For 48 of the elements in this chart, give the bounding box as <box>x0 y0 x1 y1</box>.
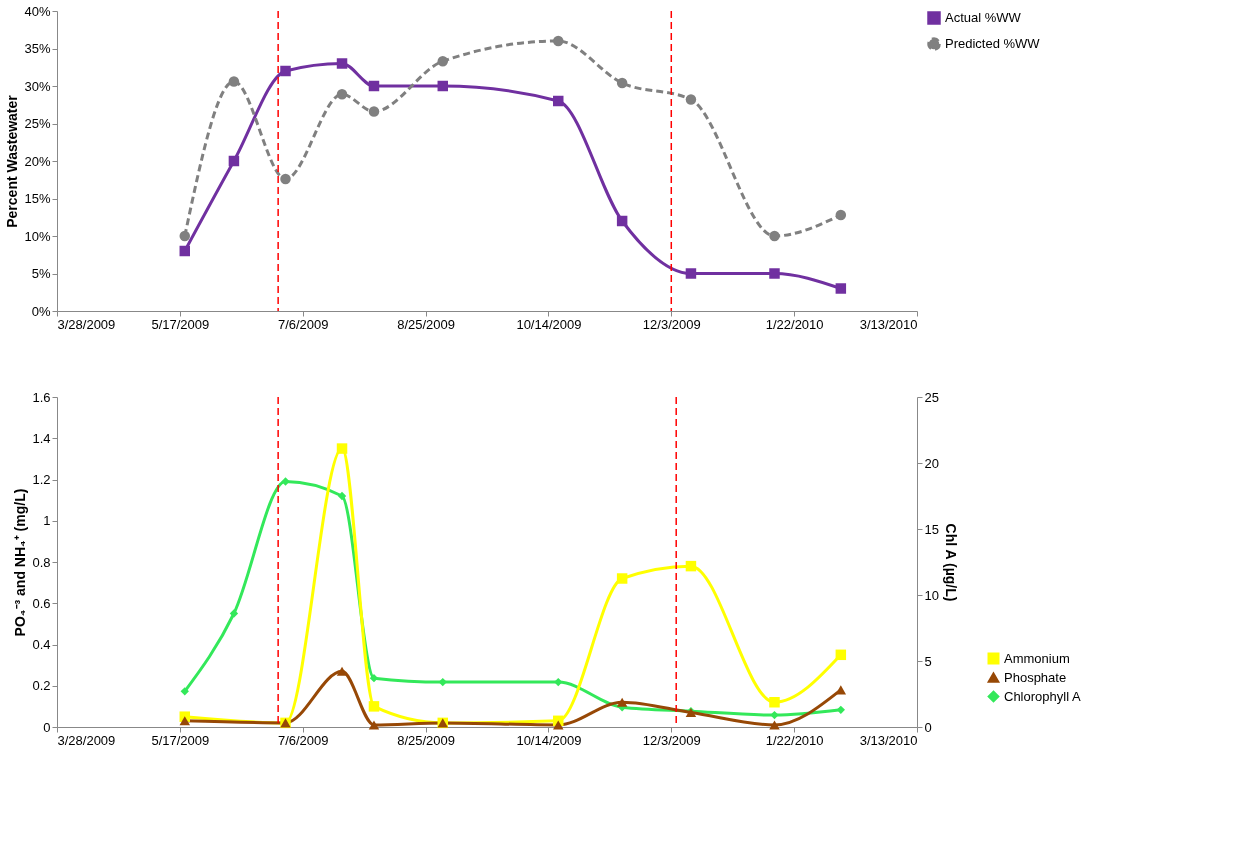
y2-tick-label: 5 <box>924 653 932 669</box>
x-tick-label: 8/25/2009 <box>397 316 455 332</box>
y2-tick-label: 10 <box>924 587 939 603</box>
y-tick-label: 5% <box>31 266 51 281</box>
y2-axis-title: Chl A (µg/L) <box>942 523 959 602</box>
x-tick-label: 3/28/2009 <box>57 316 116 332</box>
y2-tick-label: 25 <box>924 389 939 405</box>
y-tick-label: 0.2 <box>32 678 51 694</box>
y-tick-label: 1.6 <box>32 389 51 405</box>
legend-label: Ammonium <box>1004 650 1070 666</box>
y-tick-label: 10% <box>24 228 51 244</box>
x-tick-label: 1/22/2010 <box>765 732 824 748</box>
y-tick-label: 30% <box>24 78 51 94</box>
x-tick-label: 12/3/2009 <box>642 316 701 332</box>
y-tick-label: 1.2 <box>32 472 51 487</box>
legend-label: Predicted %WW <box>945 36 1041 51</box>
y2-tick-label: 20 <box>924 455 939 471</box>
x-tick-label: 3/13/2010 <box>859 732 918 748</box>
legend-label: Chlorophyll A <box>1004 688 1081 704</box>
x-tick-label: 3/28/2009 <box>57 732 116 748</box>
x-tick-label: 5/17/2009 <box>151 732 210 748</box>
x-tick-label: 5/17/2009 <box>151 316 210 332</box>
y-axis-title: Percent Wastewater <box>4 94 21 228</box>
legend-label: Phosphate <box>1004 669 1067 685</box>
x-tick-label: 12/3/2009 <box>642 732 701 748</box>
y-tick-label: 0.6 <box>32 595 51 611</box>
x-tick-label: 3/13/2010 <box>859 316 918 332</box>
y-tick-label: 0.4 <box>32 637 51 652</box>
y2-tick-label: 0 <box>924 719 932 735</box>
legend-label: Actual %WW <box>945 10 1022 25</box>
y-tick-label: 0% <box>31 303 51 319</box>
y-tick-label: 20% <box>24 153 51 169</box>
y-tick-label: 40% <box>24 3 51 19</box>
x-tick-label: 7/6/2009 <box>277 316 329 332</box>
x-tick-label: 10/14/2009 <box>516 316 582 332</box>
y-tick-label: 1 <box>43 513 51 529</box>
x-tick-label: 7/6/2009 <box>277 732 329 748</box>
x-tick-label: 8/25/2009 <box>397 732 455 748</box>
y-tick-label: 15% <box>24 191 51 206</box>
y-tick-label: 25% <box>24 116 51 131</box>
y-tick-label: 0 <box>43 719 51 735</box>
y-axis-title: PO₄⁻³ and NH₄⁺ (mg/L) <box>12 488 29 637</box>
x-tick-label: 10/14/2009 <box>516 732 582 748</box>
x-tick-label: 1/22/2010 <box>765 316 824 332</box>
y-tick-label: 0.8 <box>32 554 51 570</box>
y-tick-label: 1.4 <box>32 430 51 446</box>
y-tick-label: 35% <box>24 41 51 56</box>
y2-tick-label: 15 <box>924 521 939 537</box>
